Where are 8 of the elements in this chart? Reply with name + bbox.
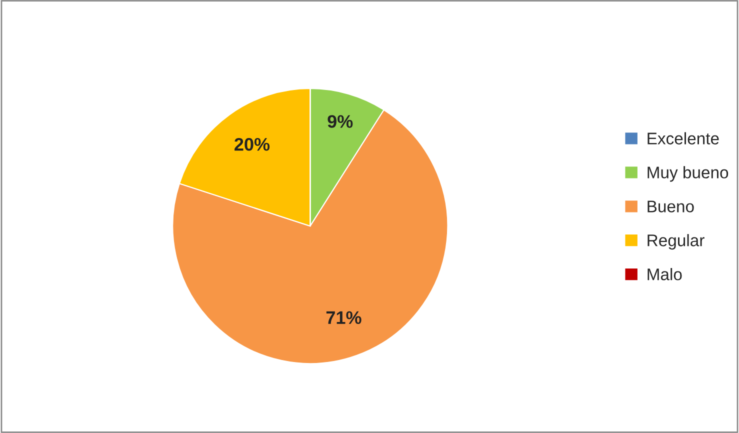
- data-label: 9%: [328, 115, 353, 128]
- legend-label: Muy bueno: [648, 166, 728, 182]
- legend-label: Excelente: [648, 132, 719, 144]
- data-label: 71%: [326, 311, 362, 324]
- data-label: 20%: [234, 138, 270, 151]
- legend-label: Bueno: [648, 200, 694, 212]
- legend-label: Regular: [648, 234, 704, 250]
- legend-label: Malo: [648, 268, 682, 280]
